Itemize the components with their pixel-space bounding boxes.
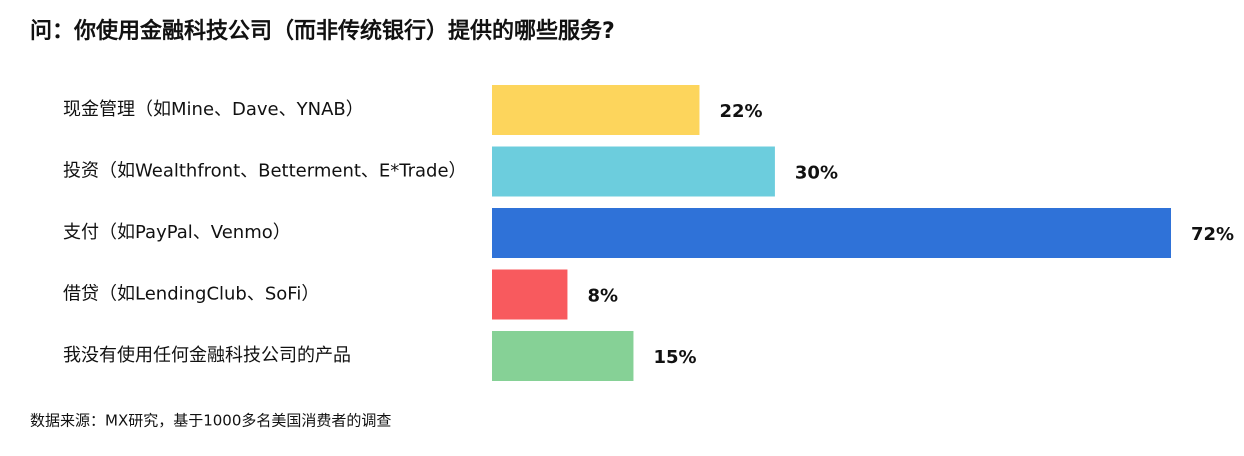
value-label: 15% xyxy=(653,347,696,368)
source-note: 数据来源：MX研究，基于1000多名美国消费者的调查 xyxy=(30,412,391,430)
category-label: 现金管理（如Mine、Dave、YNAB） xyxy=(63,99,364,120)
bar xyxy=(492,146,775,197)
bar xyxy=(492,331,634,381)
category-label: 支付（如PayPal、Venmo） xyxy=(63,222,291,243)
category-label: 我没有使用任何金融科技公司的产品 xyxy=(63,345,351,366)
value-label: 22% xyxy=(719,101,762,122)
category-label: 借贷（如LendingClub、SoFi） xyxy=(63,284,319,305)
value-label: 72% xyxy=(1191,224,1234,245)
category-label: 投资（如Wealthfront、Betterment、E*Trade） xyxy=(63,161,467,182)
bar xyxy=(492,85,700,135)
bar xyxy=(492,269,568,320)
bar xyxy=(492,208,1171,258)
value-label: 30% xyxy=(795,163,838,184)
chart-title: 问：你使用金融科技公司（而非传统银行）提供的哪些服务? xyxy=(30,18,615,44)
value-label: 8% xyxy=(587,286,618,307)
